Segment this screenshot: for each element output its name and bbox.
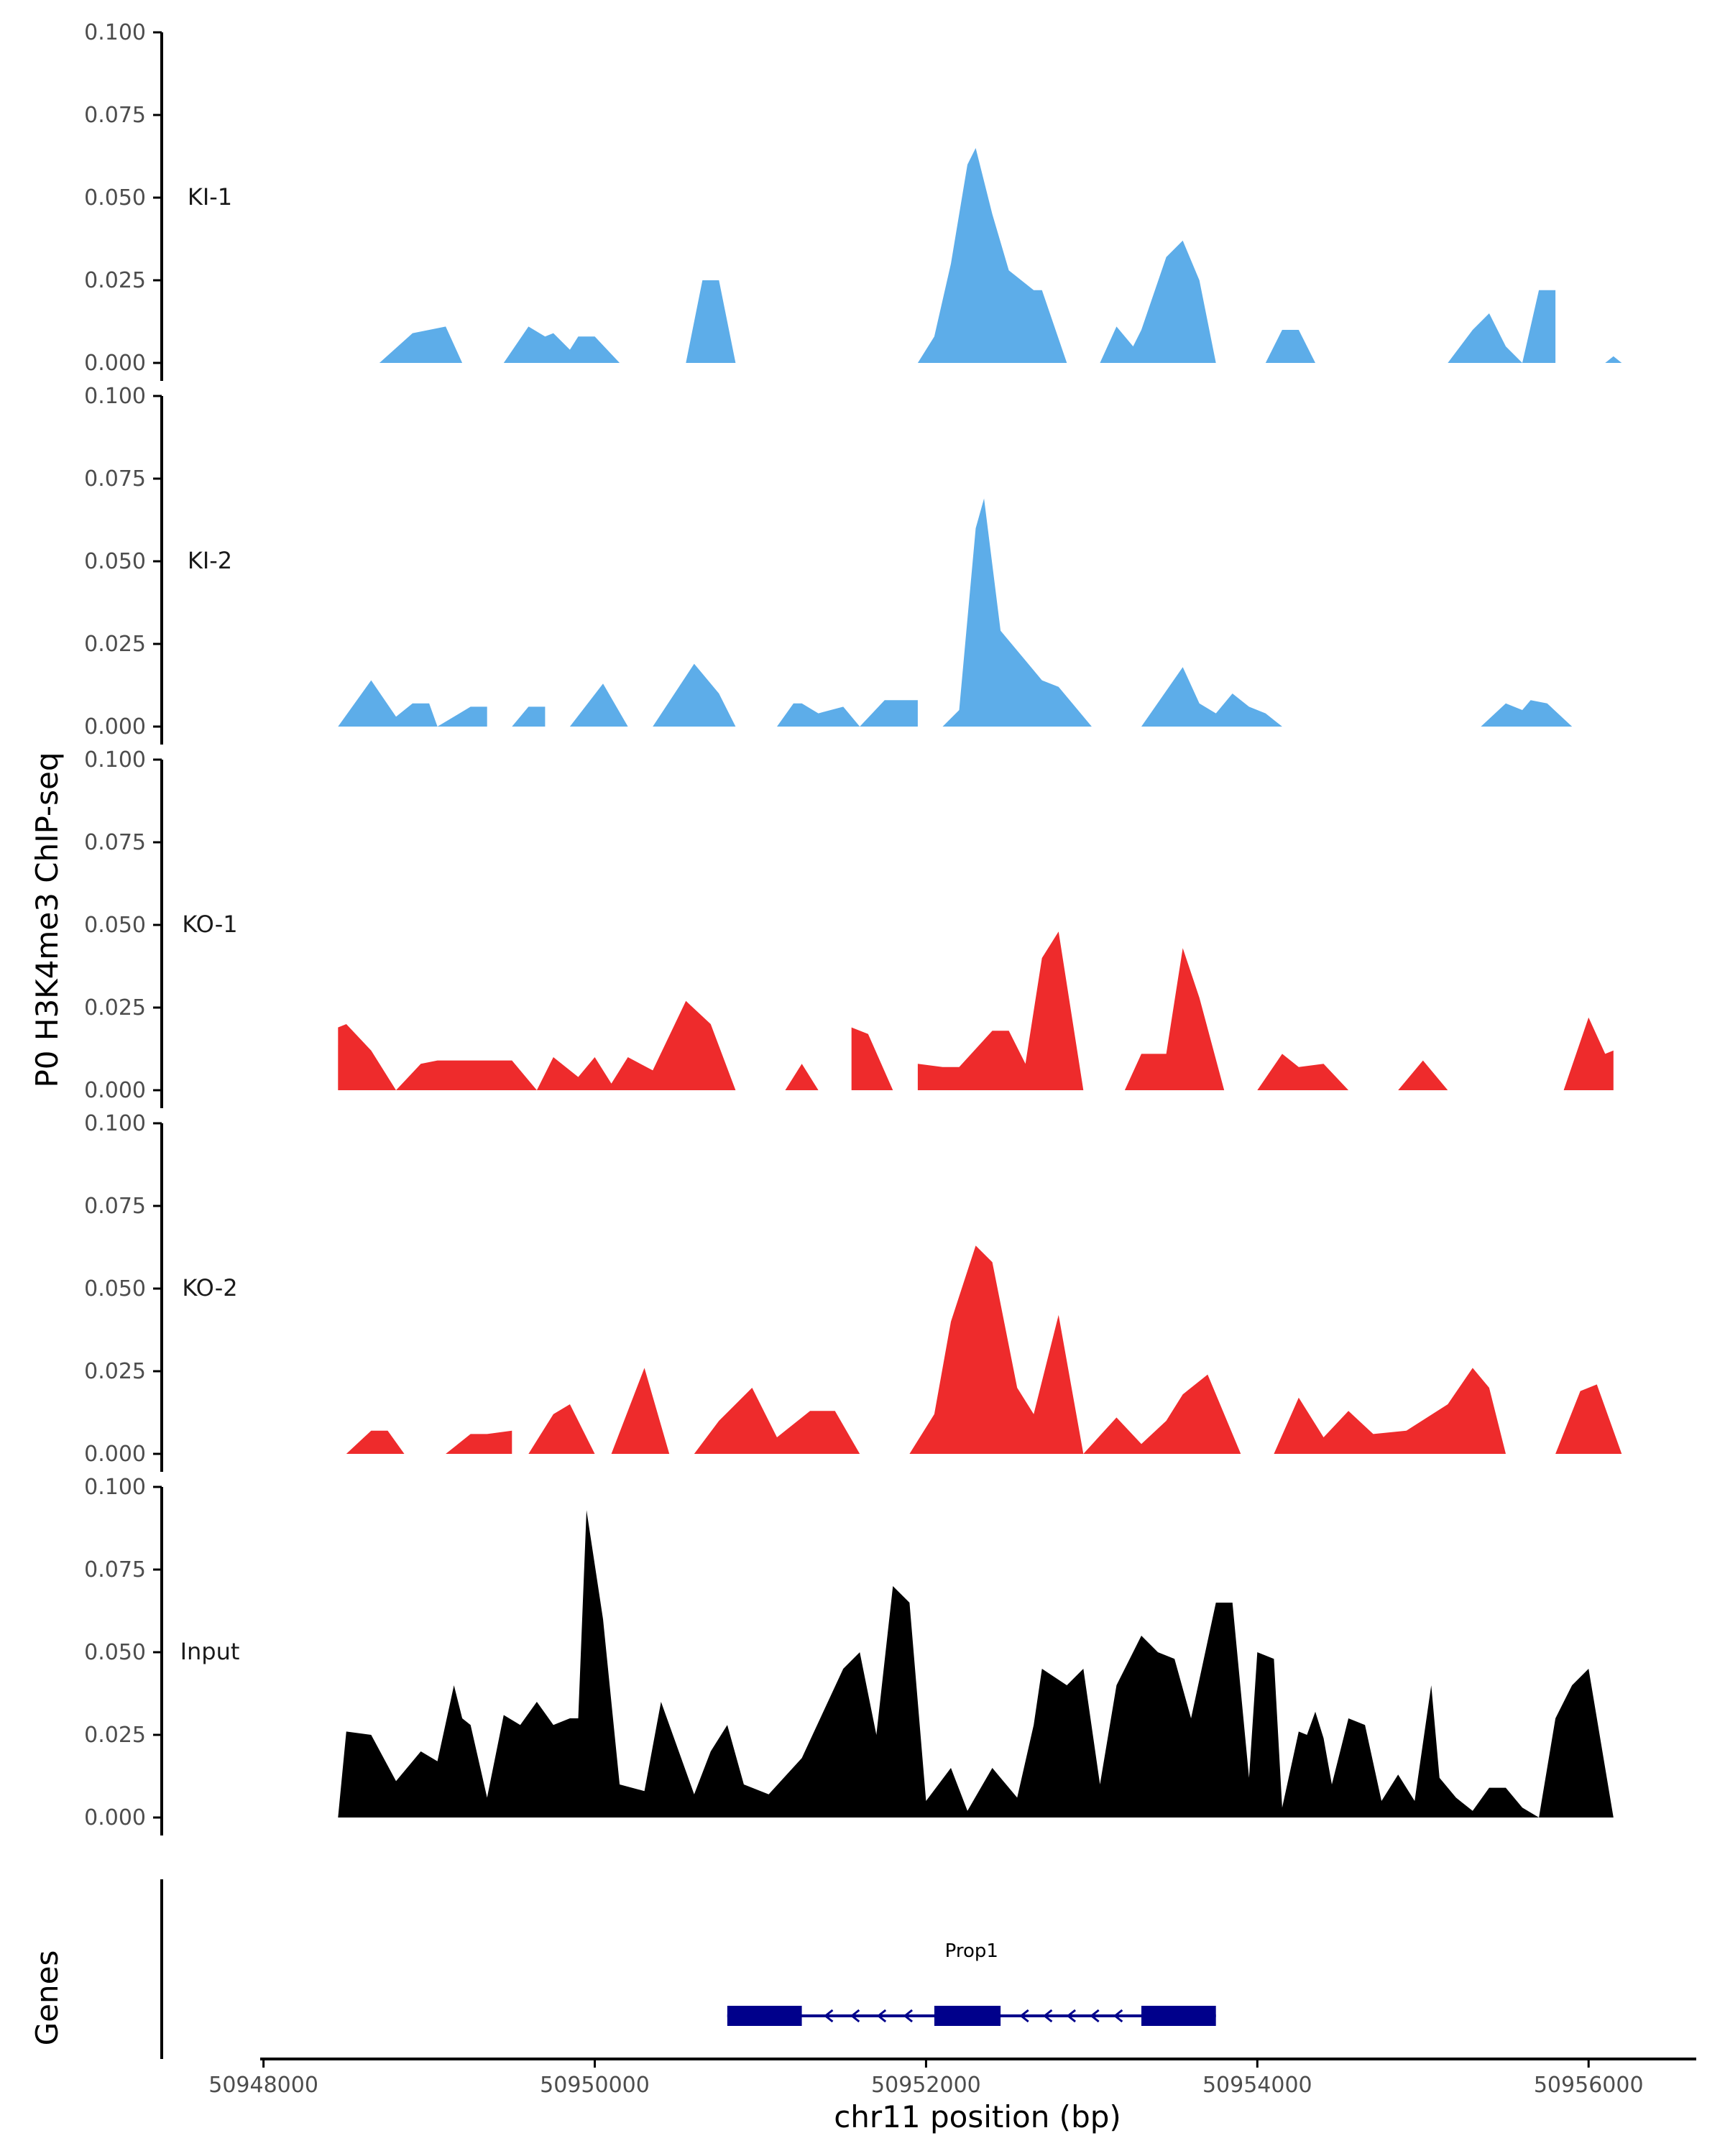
track-label: KI-2 [188, 547, 232, 574]
track-ki-1: 0.000 0.025 0.050 0.075 0.100 KI-1 [84, 20, 1622, 381]
coverage-area [1141, 240, 1216, 363]
y-tick-label: 0.000 [84, 1078, 146, 1103]
coverage-area [1605, 356, 1622, 363]
x-axis: 50948000 50950000 50952000 50954000 50956000 [208, 2058, 1696, 2098]
coverage-area [851, 1027, 893, 1090]
coverage-area [653, 663, 736, 727]
y-tick-label: 0.100 [84, 1475, 146, 1500]
coverage-area [1274, 1368, 1506, 1454]
coverage-area [346, 1430, 405, 1454]
y-tick-label: 0.025 [84, 1359, 146, 1384]
x-tick-label: 50952000 [871, 2073, 981, 2098]
strand-arrow [1113, 2009, 1123, 2023]
y-tick-label: 0.075 [84, 466, 146, 492]
y-tick-label: 0.050 [84, 1276, 146, 1302]
coverage-area [917, 148, 1067, 363]
coverage-area [1100, 326, 1141, 363]
track-label: KO-1 [182, 911, 237, 938]
coverage-area [503, 326, 620, 363]
coverage-area [611, 1368, 670, 1454]
coverage-area [437, 706, 487, 727]
coverage-area [686, 280, 736, 363]
coverage-area [338, 680, 438, 727]
y-tick-label: 0.000 [84, 714, 146, 740]
y-tick-label: 0.100 [84, 20, 146, 45]
y-tick-label: 0.000 [84, 1805, 146, 1830]
strand-arrow [824, 2009, 834, 2023]
coverage-area [860, 700, 918, 727]
coverage-area [1481, 700, 1573, 727]
y-tick-label: 0.000 [84, 351, 146, 376]
coverage-area [909, 1245, 1241, 1454]
y-tick-label: 0.025 [84, 268, 146, 293]
gene-exon [934, 2006, 1001, 2026]
coverage-area [569, 683, 628, 727]
y-tick-label: 0.075 [84, 1194, 146, 1219]
coverage-area [528, 1404, 595, 1454]
coverage-area [338, 1510, 1614, 1818]
coverage-area [1563, 1017, 1614, 1090]
gene-exon [1141, 2006, 1216, 2026]
coverage-area [942, 498, 1108, 727]
strand-arrow [1066, 2009, 1076, 2023]
x-tick-label: 50948000 [208, 2073, 318, 2098]
y-tick-label: 0.050 [84, 1640, 146, 1665]
y-tick-label: 0.100 [84, 384, 146, 409]
coverage-area [1555, 1384, 1622, 1454]
coverage-area [1398, 1060, 1448, 1090]
coverage-area [338, 1024, 396, 1090]
x-tick-label: 50950000 [540, 2073, 650, 2098]
genes-axis-title: Genes [29, 1950, 65, 2046]
x-tick-label: 50954000 [1202, 2073, 1312, 2098]
track-label: KO-2 [182, 1274, 237, 1302]
strand-arrow [1019, 2009, 1029, 2023]
y-axis-title: P0 H3K4me3 ChIP-seq [29, 752, 65, 1087]
strand-arrow [876, 2009, 887, 2023]
coverage-area [735, 703, 860, 727]
strand-arrow [1090, 2009, 1100, 2023]
coverage-area [917, 931, 1084, 1090]
x-axis-title: chr11 position (bp) [834, 2099, 1121, 2134]
y-tick-label: 0.075 [84, 1557, 146, 1583]
track-input: 0.000 0.025 0.050 0.075 0.100 Input [84, 1475, 1614, 1835]
coverage-area [1448, 313, 1506, 363]
y-tick-label: 0.050 [84, 913, 146, 938]
coverage-area [1141, 667, 1282, 727]
track-label: KI-1 [188, 183, 232, 211]
coverage-area [379, 326, 463, 363]
coverage-area [512, 706, 546, 727]
coverage-area [1124, 948, 1225, 1090]
coverage-area [1257, 1054, 1349, 1090]
y-tick-label: 0.100 [84, 747, 146, 773]
track-ki-2: 0.000 0.025 0.050 0.075 0.100 KI-2 [84, 384, 1573, 745]
gene-name-label: Prop1 [945, 1940, 998, 1962]
strand-arrow [903, 2009, 913, 2023]
x-tick-label: 50956000 [1534, 2073, 1644, 2098]
y-tick-label: 0.025 [84, 995, 146, 1021]
y-tick-label: 0.025 [84, 632, 146, 657]
coverage-area [396, 1000, 736, 1090]
gene-exon [727, 2006, 802, 2026]
coverage-area [785, 1064, 819, 1090]
coverage-area [1265, 330, 1315, 363]
y-tick-label: 0.050 [84, 185, 146, 211]
coverage-area [446, 1430, 512, 1454]
track-ko-1: 0.000 0.025 0.050 0.075 0.100 KO-1 [84, 747, 1614, 1108]
coverage-area [1506, 290, 1556, 363]
y-tick-label: 0.000 [84, 1442, 146, 1467]
y-tick-label: 0.075 [84, 830, 146, 855]
y-tick-label: 0.075 [84, 103, 146, 128]
strand-arrow [850, 2009, 860, 2023]
tracks-layer: 0.0000.0250.0500.0750.100KI-10.0000.0250… [84, 20, 1622, 1835]
gene-panel: Prop1 [160, 1879, 1216, 2059]
y-tick-label: 0.025 [84, 1723, 146, 1748]
y-tick-label: 0.100 [84, 1111, 146, 1136]
track-ko-2: 0.000 0.025 0.050 0.075 0.100 KO-2 [84, 1111, 1622, 1472]
track-label: Input [180, 1638, 240, 1665]
strand-arrow [1043, 2009, 1053, 2023]
y-tick-label: 0.050 [84, 549, 146, 574]
coverage-area [694, 1388, 860, 1454]
